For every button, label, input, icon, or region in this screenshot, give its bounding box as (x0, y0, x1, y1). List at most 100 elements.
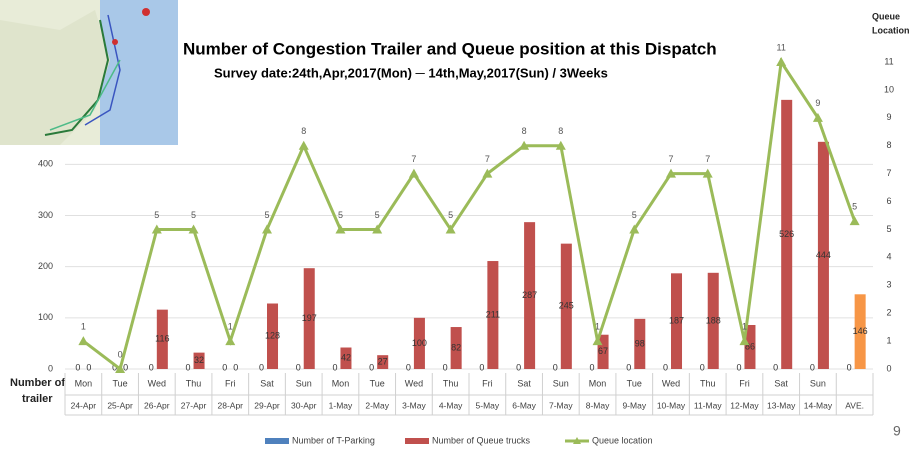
bar-value-label: 0 (700, 362, 705, 372)
x-tick-weekday: Tue (112, 378, 127, 388)
line-value-label: 7 (705, 154, 710, 164)
line-value-label: 5 (375, 210, 380, 220)
bar-value-label: 0 (553, 362, 558, 372)
bar-value-label: 128 (265, 331, 280, 341)
legend-swatch (405, 438, 429, 444)
line-marker (78, 336, 88, 345)
page-number: 9 (893, 423, 901, 439)
bar-value-label: 0 (663, 362, 668, 372)
bar-value-label: 0 (86, 362, 91, 372)
line-marker (850, 216, 860, 225)
line-value-label: 0 (118, 349, 123, 359)
y-tick-label: 0 (48, 363, 53, 373)
y-tick-label: 400 (38, 159, 53, 169)
y2-tick-label: 5 (886, 224, 891, 234)
line-value-label: 11 (777, 42, 786, 52)
line-value-label: 5 (191, 210, 196, 220)
x-tick-weekday: Thu (186, 378, 202, 388)
x-tick-label: 1-May (329, 400, 353, 410)
line-marker (299, 141, 309, 150)
bar-value-label: 0 (369, 362, 374, 372)
y2-tick-label: 6 (886, 196, 891, 206)
y-tick-label: 200 (38, 261, 53, 271)
x-tick-weekday: Mon (75, 378, 93, 388)
y2-tick-label: 1 (886, 335, 891, 345)
x-tick-label: 27-Apr (181, 400, 207, 410)
x-tick-weekday: Sun (810, 378, 826, 388)
bar-value-label: 444 (816, 250, 831, 260)
y-axis-label: Number of (10, 377, 65, 389)
bar-value-label: 116 (155, 334, 169, 344)
x-tick-label: 24-Apr (71, 400, 97, 410)
x-tick-weekday: Thu (700, 378, 716, 388)
y2-tick-label: 3 (886, 280, 891, 290)
y2-tick-label: 2 (886, 308, 891, 318)
line-value-label: 5 (264, 210, 269, 220)
x-tick-label: 5-May (476, 400, 500, 410)
bar-value-label: 67 (598, 346, 608, 356)
bar-value-label: 188 (706, 315, 721, 325)
x-tick-weekday: Wed (148, 378, 166, 388)
y2-tick-label: 0 (886, 363, 891, 373)
x-tick-label: 12-May (730, 400, 759, 410)
line-value-label: 8 (558, 126, 563, 136)
bar-value-label: 0 (296, 362, 301, 372)
bar-value-label: 0 (233, 362, 238, 372)
bar-value-label: 82 (451, 342, 461, 352)
line-value-label: 7 (668, 154, 673, 164)
x-tick-weekday: Sun (553, 378, 569, 388)
bar-value-label: 0 (406, 362, 411, 372)
bar-value-label: 0 (332, 362, 337, 372)
line-value-label: 7 (485, 154, 490, 164)
y2-tick-label: 9 (886, 112, 891, 122)
x-tick-label: AVE. (845, 400, 864, 410)
bar-value-label: 0 (222, 362, 227, 372)
legend-label: Number of Queue trucks (432, 435, 531, 445)
line-marker (409, 169, 419, 178)
x-tick-weekday: Sat (517, 378, 531, 388)
y-tick-label: 300 (38, 210, 53, 220)
x-tick-weekday: Tue (370, 378, 385, 388)
x-tick-label: 2-May (365, 400, 389, 410)
line-value-label: 1 (81, 321, 86, 331)
bar-value-label: 27 (378, 356, 388, 366)
x-tick-label: 30-Apr (291, 400, 317, 410)
y2-tick-label: 10 (884, 84, 894, 94)
x-tick-weekday: Mon (589, 378, 607, 388)
bar-value-label: 0 (590, 362, 595, 372)
line-value-label: 5 (338, 210, 343, 220)
y2-tick-label: 7 (886, 168, 891, 178)
bar-value-label: 0 (773, 362, 778, 372)
bar-value-label: 100 (412, 338, 427, 348)
y2-tick-label: 4 (886, 252, 891, 262)
x-tick-label: 8-May (586, 400, 610, 410)
x-tick-weekday: Thu (443, 378, 459, 388)
x-tick-label: 7-May (549, 400, 573, 410)
line-value-label: 8 (522, 126, 527, 136)
x-tick-label: 4-May (439, 400, 463, 410)
line-value-label: 1 (595, 321, 600, 331)
bar-value-label: 0 (479, 362, 484, 372)
chart-subtitle: Survey date:24th,Apr,2017(Mon) ─ 14th,Ma… (214, 65, 608, 80)
x-tick-label: 25-Apr (107, 400, 133, 410)
line-marker (776, 57, 786, 66)
bar-value-label: 146 (853, 326, 868, 336)
x-tick-label: 26-Apr (144, 400, 170, 410)
bar-value-label: 0 (75, 362, 80, 372)
x-tick-weekday: Sat (774, 378, 788, 388)
map-image (0, 0, 178, 145)
legend-label: Number of T-Parking (292, 435, 375, 445)
bar-value-label: 0 (516, 362, 521, 372)
x-tick-label: 6-May (512, 400, 536, 410)
y2-axis-label: Location (872, 25, 909, 35)
x-tick-label: 14-May (804, 400, 833, 410)
x-tick-label: 13-May (767, 400, 796, 410)
x-tick-weekday: Tue (627, 378, 642, 388)
line-value-label: 5 (154, 210, 159, 220)
bar-value-label: 0 (810, 362, 815, 372)
x-tick-label: 29-Apr (254, 400, 280, 410)
bar-value-label: 526 (779, 229, 794, 239)
bar-value-label: 42 (341, 353, 351, 363)
x-tick-weekday: Fri (739, 378, 750, 388)
x-tick-weekday: Fri (482, 378, 493, 388)
